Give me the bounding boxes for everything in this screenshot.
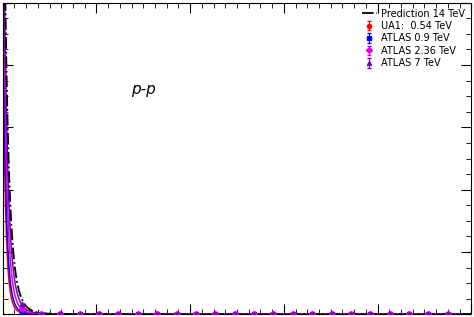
Legend: Prediction 14 TeV, UA1:  0.54 TeV, ATLAS 0.9 TeV, ATLAS 2.36 TeV, ATLAS 7 TeV: Prediction 14 TeV, UA1: 0.54 TeV, ATLAS …	[361, 8, 466, 69]
Text: p-p: p-p	[131, 82, 155, 98]
